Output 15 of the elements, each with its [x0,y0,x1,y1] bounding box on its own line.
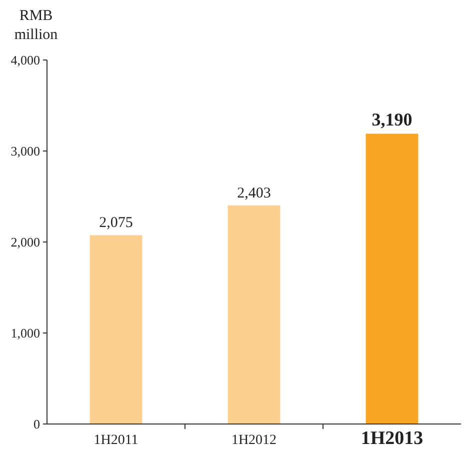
x-tick-label: 1H2012 [231,433,277,448]
y-axis-title: RMB million [14,8,58,43]
y-tick-label: 2,000 [10,234,40,250]
y-tick-label: 1,000 [10,326,40,341]
y-tick-label: 0 [34,416,40,432]
bar [228,205,280,424]
data-label: 2,403 [237,185,271,202]
bar [366,134,418,424]
x-tick-label: 1H2011 [94,433,138,448]
bar [90,235,142,424]
data-label: 3,190 [372,110,412,130]
y-tick-label: 4,000 [10,52,40,68]
data-label: 2,075 [99,215,133,232]
x-tick-label: 1H2013 [360,428,424,449]
y-tick-label: 3,000 [10,144,40,159]
